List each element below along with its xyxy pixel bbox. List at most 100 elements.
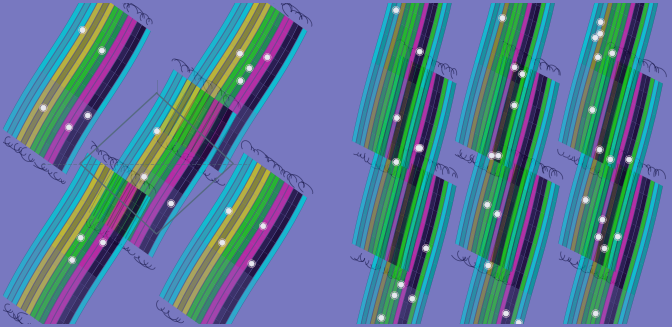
Polygon shape <box>455 228 462 245</box>
Polygon shape <box>644 0 651 9</box>
Polygon shape <box>558 228 565 245</box>
Polygon shape <box>80 54 91 68</box>
Polygon shape <box>586 206 593 224</box>
Polygon shape <box>103 37 115 52</box>
Polygon shape <box>495 230 503 248</box>
Polygon shape <box>499 214 507 232</box>
Polygon shape <box>586 51 594 68</box>
Polygon shape <box>614 305 622 323</box>
Polygon shape <box>504 231 512 249</box>
Polygon shape <box>151 109 162 124</box>
Polygon shape <box>433 92 441 109</box>
Polygon shape <box>204 95 214 111</box>
Polygon shape <box>209 34 220 49</box>
Polygon shape <box>482 291 491 308</box>
Polygon shape <box>186 102 197 117</box>
Polygon shape <box>239 123 250 138</box>
Polygon shape <box>640 42 648 60</box>
Polygon shape <box>384 208 391 226</box>
Polygon shape <box>624 137 632 154</box>
Polygon shape <box>352 125 359 143</box>
Polygon shape <box>594 90 601 108</box>
Polygon shape <box>417 119 425 136</box>
Polygon shape <box>532 160 540 178</box>
Polygon shape <box>235 253 247 268</box>
Polygon shape <box>39 76 51 90</box>
Polygon shape <box>238 239 250 253</box>
Polygon shape <box>417 186 425 204</box>
Polygon shape <box>425 141 433 158</box>
Polygon shape <box>167 69 177 85</box>
Polygon shape <box>516 32 524 49</box>
Polygon shape <box>618 272 627 290</box>
Polygon shape <box>528 56 536 73</box>
Polygon shape <box>286 37 296 53</box>
Polygon shape <box>507 45 515 63</box>
Polygon shape <box>172 259 183 274</box>
Polygon shape <box>154 146 166 160</box>
Polygon shape <box>396 214 403 232</box>
Polygon shape <box>405 254 412 272</box>
Circle shape <box>602 246 607 251</box>
Polygon shape <box>58 156 68 171</box>
Polygon shape <box>220 310 231 325</box>
Polygon shape <box>511 253 519 270</box>
Polygon shape <box>558 125 565 143</box>
Polygon shape <box>482 309 490 326</box>
Polygon shape <box>487 70 495 88</box>
Polygon shape <box>62 159 73 174</box>
Polygon shape <box>611 233 619 250</box>
Polygon shape <box>491 55 499 72</box>
Polygon shape <box>409 253 417 270</box>
Polygon shape <box>413 166 419 184</box>
Polygon shape <box>578 149 586 167</box>
Polygon shape <box>141 187 153 201</box>
Polygon shape <box>598 315 605 327</box>
Polygon shape <box>164 203 175 218</box>
Polygon shape <box>541 214 548 232</box>
Polygon shape <box>581 289 589 306</box>
Polygon shape <box>519 172 528 189</box>
Polygon shape <box>230 199 242 214</box>
Polygon shape <box>400 234 407 252</box>
Polygon shape <box>412 67 420 84</box>
Polygon shape <box>145 190 157 205</box>
Polygon shape <box>594 193 601 210</box>
Polygon shape <box>216 140 226 155</box>
Polygon shape <box>387 278 395 295</box>
Polygon shape <box>586 326 593 327</box>
Polygon shape <box>227 265 239 280</box>
Polygon shape <box>631 69 638 87</box>
Polygon shape <box>388 260 396 277</box>
Polygon shape <box>462 111 470 129</box>
Polygon shape <box>632 0 639 3</box>
Polygon shape <box>52 285 63 300</box>
Polygon shape <box>235 2 246 17</box>
Polygon shape <box>519 69 528 87</box>
Polygon shape <box>474 184 482 202</box>
Polygon shape <box>574 115 581 133</box>
Polygon shape <box>253 181 264 197</box>
Polygon shape <box>533 107 540 125</box>
Polygon shape <box>421 36 429 54</box>
Polygon shape <box>640 92 647 109</box>
Polygon shape <box>611 45 619 63</box>
Polygon shape <box>364 318 371 327</box>
Polygon shape <box>405 151 412 169</box>
Polygon shape <box>209 285 220 300</box>
Polygon shape <box>631 278 639 296</box>
Polygon shape <box>487 293 495 311</box>
Polygon shape <box>400 319 407 327</box>
Polygon shape <box>603 147 610 165</box>
Polygon shape <box>529 3 536 20</box>
Polygon shape <box>511 270 519 287</box>
Polygon shape <box>276 198 287 213</box>
Polygon shape <box>227 131 238 146</box>
Polygon shape <box>503 181 511 198</box>
Polygon shape <box>614 118 622 135</box>
Polygon shape <box>610 218 618 236</box>
Polygon shape <box>504 178 511 196</box>
Polygon shape <box>606 164 614 181</box>
Polygon shape <box>158 97 169 112</box>
Polygon shape <box>367 182 375 200</box>
